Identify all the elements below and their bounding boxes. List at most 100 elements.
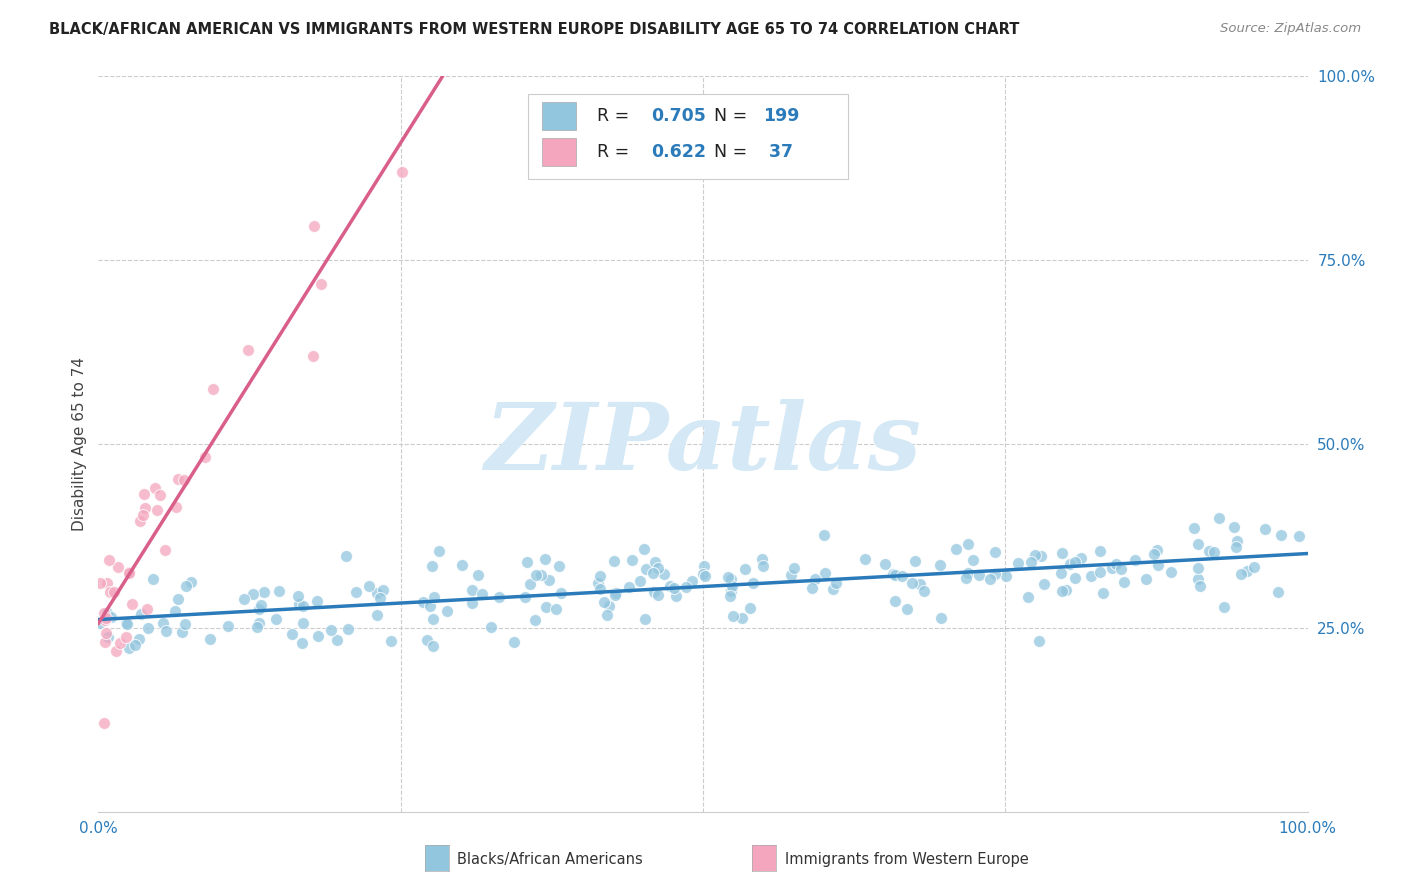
Point [957, 566, 980, 580]
FancyBboxPatch shape [543, 103, 576, 130]
Point [152, 615, 174, 630]
Point [89, 616, 111, 631]
Point [751, 552, 773, 566]
Point [346, 585, 368, 599]
Text: 37: 37 [763, 143, 793, 161]
Point [93, 613, 115, 627]
Point [855, 552, 877, 566]
Point [93, 607, 115, 621]
FancyBboxPatch shape [543, 137, 576, 166]
Point [586, 576, 609, 591]
Point [617, 580, 640, 594]
Point [89, 575, 111, 590]
Point [467, 568, 489, 582]
Point [1054, 583, 1077, 598]
Point [1109, 562, 1132, 576]
Point [752, 558, 775, 573]
Point [309, 277, 332, 291]
Point [100, 610, 122, 624]
Point [105, 644, 128, 658]
Point [662, 581, 685, 595]
Point [117, 641, 139, 656]
Point [605, 586, 627, 600]
Point [118, 566, 141, 580]
Point [1198, 544, 1220, 558]
Point [603, 588, 626, 602]
Point [720, 572, 742, 586]
Point [824, 576, 846, 591]
Point [307, 629, 329, 643]
Point [1184, 521, 1206, 535]
Point [471, 587, 494, 601]
Text: 0.705: 0.705 [651, 107, 706, 125]
Point [108, 635, 131, 649]
Point [217, 618, 239, 632]
Point [1236, 564, 1258, 578]
Point [536, 600, 558, 615]
Point [984, 567, 1007, 582]
Point [1147, 558, 1170, 573]
Point [124, 638, 146, 652]
Point [94, 610, 117, 624]
Point [1050, 546, 1073, 560]
Point [1270, 528, 1292, 542]
Point [416, 632, 439, 647]
Point [813, 566, 835, 580]
Point [246, 620, 269, 634]
Point [523, 613, 546, 627]
Point [103, 585, 125, 599]
Point [1033, 577, 1056, 591]
Text: N =: N = [714, 143, 747, 161]
Point [900, 576, 922, 591]
Point [534, 552, 557, 566]
Point [675, 580, 697, 594]
Point [548, 559, 571, 574]
Point [287, 598, 309, 612]
Point [1243, 560, 1265, 574]
Point [266, 612, 288, 626]
Point [652, 567, 675, 582]
Point [336, 623, 359, 637]
Point [132, 487, 155, 501]
Point [250, 598, 273, 612]
Text: 199: 199 [763, 107, 800, 125]
Point [287, 589, 309, 603]
Point [1028, 633, 1050, 648]
Point [1080, 568, 1102, 582]
Point [641, 566, 664, 581]
Point [96, 606, 118, 620]
Point [141, 573, 163, 587]
Text: Immigrants from Western Europe: Immigrants from Western Europe [785, 853, 1028, 867]
Point [734, 562, 756, 576]
Point [718, 589, 741, 603]
Point [1123, 553, 1146, 567]
Point [742, 575, 765, 590]
Point [738, 600, 761, 615]
Point [422, 639, 444, 653]
Point [589, 568, 612, 582]
Point [422, 590, 444, 604]
Point [167, 472, 190, 486]
Point [242, 587, 264, 601]
Point [128, 632, 150, 646]
Point [782, 561, 804, 575]
Point [1160, 565, 1182, 579]
Point [368, 591, 391, 606]
Point [929, 611, 952, 625]
Point [628, 574, 651, 588]
Point [366, 585, 388, 599]
Point [1208, 511, 1230, 525]
Point [720, 583, 742, 598]
Point [1187, 537, 1209, 551]
Point [233, 591, 256, 606]
Point [1007, 556, 1029, 570]
Point [412, 595, 434, 609]
Point [967, 568, 990, 582]
Point [1088, 544, 1111, 558]
Point [945, 541, 967, 556]
Point [131, 607, 153, 621]
Point [1187, 573, 1209, 587]
Point [884, 594, 907, 608]
Point [115, 615, 138, 630]
Point [589, 582, 612, 596]
